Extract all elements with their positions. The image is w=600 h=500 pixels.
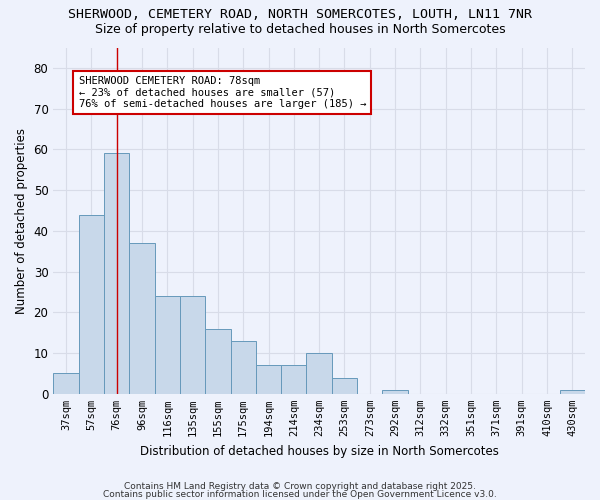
Bar [155, 296, 180, 394]
Bar [180, 296, 205, 394]
Text: Contains public sector information licensed under the Open Government Licence v3: Contains public sector information licen… [103, 490, 497, 499]
Text: SHERWOOD CEMETERY ROAD: 78sqm
← 23% of detached houses are smaller (57)
76% of s: SHERWOOD CEMETERY ROAD: 78sqm ← 23% of d… [79, 76, 366, 109]
Bar [205, 328, 230, 394]
Bar [307, 353, 332, 394]
Bar [256, 366, 281, 394]
Text: Size of property relative to detached houses in North Somercotes: Size of property relative to detached ho… [95, 22, 505, 36]
Bar [332, 378, 357, 394]
X-axis label: Distribution of detached houses by size in North Somercotes: Distribution of detached houses by size … [140, 444, 499, 458]
Bar [230, 341, 256, 394]
Bar [382, 390, 408, 394]
Bar [560, 390, 585, 394]
Y-axis label: Number of detached properties: Number of detached properties [15, 128, 28, 314]
Text: SHERWOOD, CEMETERY ROAD, NORTH SOMERCOTES, LOUTH, LN11 7NR: SHERWOOD, CEMETERY ROAD, NORTH SOMERCOTE… [68, 8, 532, 20]
Bar [281, 366, 307, 394]
Bar [129, 243, 155, 394]
Bar [104, 154, 129, 394]
Bar [79, 214, 104, 394]
Text: Contains HM Land Registry data © Crown copyright and database right 2025.: Contains HM Land Registry data © Crown c… [124, 482, 476, 491]
Bar [53, 374, 79, 394]
